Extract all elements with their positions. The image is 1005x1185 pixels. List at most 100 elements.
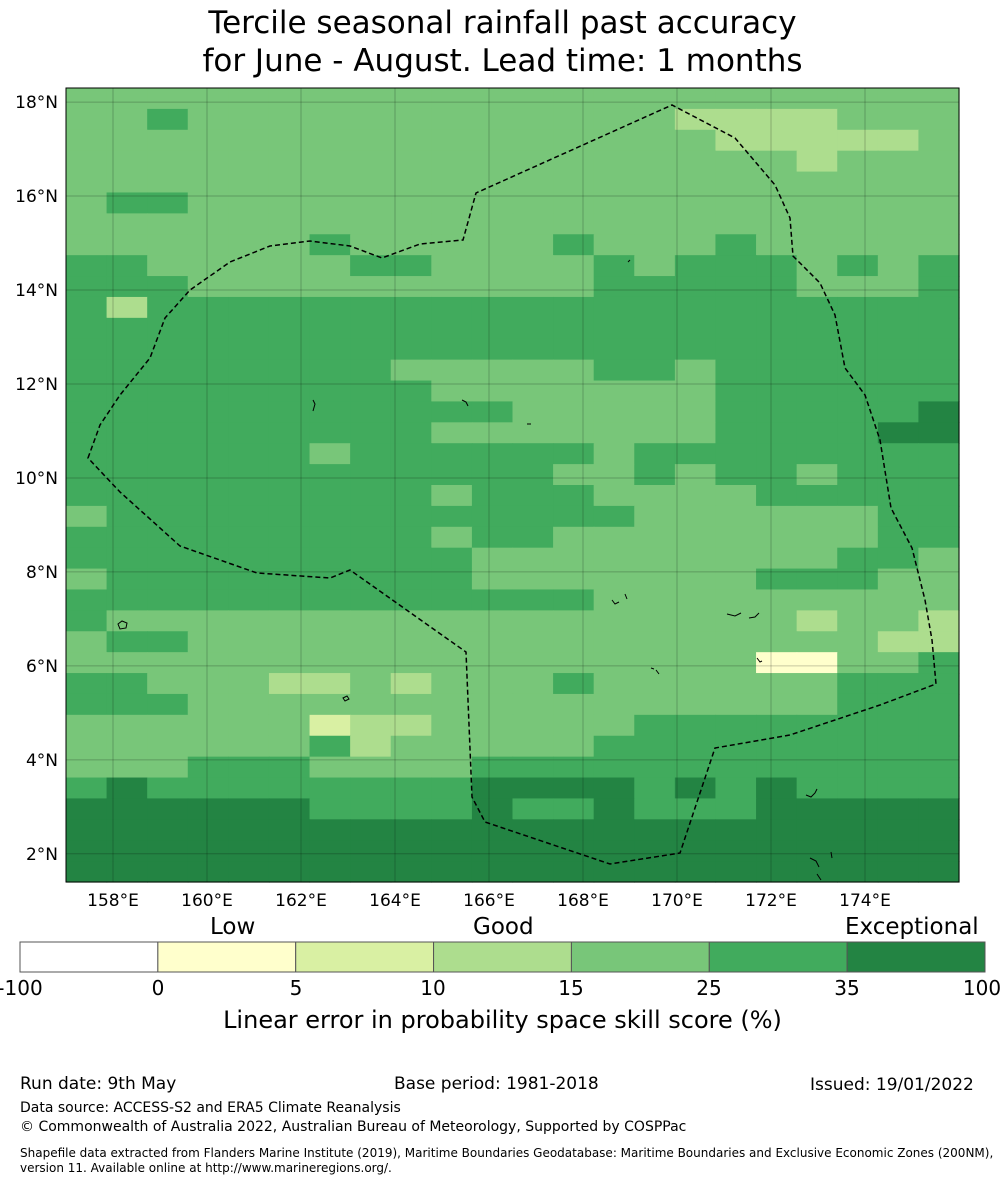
shapefile-credit-line-2: version 11. Available online at http://w…	[20, 1161, 392, 1175]
grid-cell	[756, 777, 798, 800]
grid-cell	[350, 464, 392, 486]
grid-cell	[756, 171, 798, 194]
grid-cell	[553, 296, 595, 319]
grid-cell	[390, 485, 432, 507]
grid-cell	[877, 213, 920, 235]
grid-cell	[593, 505, 635, 528]
grid-cell	[390, 401, 432, 423]
grid-cell	[390, 317, 432, 340]
grid-cell	[593, 88, 635, 110]
grid-cell	[634, 526, 676, 549]
grid-cell	[228, 798, 270, 820]
grid-cell	[877, 108, 920, 131]
grid-cell	[553, 485, 595, 507]
grid-cell	[553, 359, 595, 382]
grid-cell	[715, 505, 757, 528]
grid-cell	[431, 443, 473, 465]
grid-cell	[106, 338, 148, 361]
grid-cell	[715, 338, 757, 361]
grid-cell	[553, 505, 595, 528]
grid-cell	[756, 213, 798, 235]
grid-cell	[715, 840, 757, 862]
grid-cell	[268, 317, 311, 340]
grid-cell	[593, 777, 635, 800]
grid-cell	[309, 714, 351, 737]
grid-cell	[512, 255, 554, 277]
grid-cell	[106, 464, 148, 486]
grid-cell	[593, 317, 635, 340]
grid-cell	[877, 171, 920, 194]
grid-cell	[796, 756, 838, 779]
grid-cell	[106, 108, 148, 131]
grid-cell	[715, 735, 757, 758]
grid-cell	[877, 547, 920, 570]
grid-cell	[390, 631, 432, 653]
grid-cell	[431, 819, 473, 841]
grid-cell	[309, 526, 351, 549]
grid-cell	[634, 401, 676, 423]
grid-cell	[593, 401, 635, 423]
grid-cell	[756, 296, 798, 319]
longitude-axis-labels: 158°E 160°E 162°E 164°E 166°E 168°E 170°E 172°E…	[87, 891, 891, 911]
grid-cell	[553, 652, 595, 674]
grid-cell	[390, 338, 432, 361]
grid-cell	[66, 338, 108, 361]
grid-cell	[756, 443, 798, 465]
grid-cell	[553, 610, 595, 632]
grid-cell	[147, 192, 189, 214]
grid-cell	[593, 693, 635, 716]
grid-cell	[187, 464, 229, 486]
grid-cell	[350, 756, 392, 779]
grid-cell	[796, 401, 838, 423]
grid-cell	[147, 88, 189, 110]
grid-cell	[674, 547, 717, 570]
grid-cell	[593, 338, 635, 361]
grid-cell	[796, 192, 838, 214]
grid-cell	[553, 192, 595, 214]
grid-cell	[918, 129, 960, 152]
grid-cell	[918, 798, 960, 820]
grid-cell	[471, 568, 514, 591]
colorbar-tick: 0	[151, 976, 165, 1000]
grid-cell	[431, 526, 473, 549]
grid-cell	[350, 547, 392, 570]
grid-cell	[350, 255, 392, 277]
grid-cell	[512, 464, 554, 486]
grid-cell	[66, 777, 108, 800]
grid-cell	[350, 693, 392, 716]
grid-cell	[837, 610, 879, 632]
grid-cell	[228, 108, 270, 131]
grid-cell	[147, 213, 189, 235]
grid-cell	[187, 88, 229, 110]
grid-cell	[837, 631, 879, 653]
grid-cell	[390, 589, 432, 611]
grid-cell	[512, 673, 554, 695]
grid-cell	[918, 401, 960, 423]
grid-cell	[268, 693, 311, 716]
grid-cell	[756, 276, 798, 298]
grid-cell	[756, 714, 798, 737]
grid-cell	[553, 777, 595, 800]
grid-cell	[918, 819, 960, 841]
grid-cell	[918, 714, 960, 737]
grid-cell	[187, 589, 229, 611]
grid-cell	[796, 380, 838, 403]
grid-cell	[756, 735, 798, 758]
grid-cell	[309, 652, 351, 674]
latitude-axis-labels: 18°N 16°N 14°N 12°N 10°N 8°N 6°N 4°N 2°N	[15, 93, 58, 865]
grid-cell	[106, 652, 148, 674]
grid-cell	[147, 443, 189, 465]
grid-cell	[715, 777, 757, 800]
grid-cell	[634, 610, 676, 632]
grid-cell	[512, 485, 554, 507]
grid-cell	[106, 819, 148, 841]
grid-cell	[431, 192, 473, 214]
grid-cell	[228, 861, 270, 883]
grid-cell	[309, 234, 351, 256]
grid-cell	[674, 213, 717, 235]
colorbar-tick: 5	[289, 976, 303, 1000]
grid-cell	[877, 610, 920, 632]
latitude-tick-label: 2°N	[26, 845, 58, 865]
grid-cell	[350, 714, 392, 737]
grid-cell	[837, 296, 879, 319]
